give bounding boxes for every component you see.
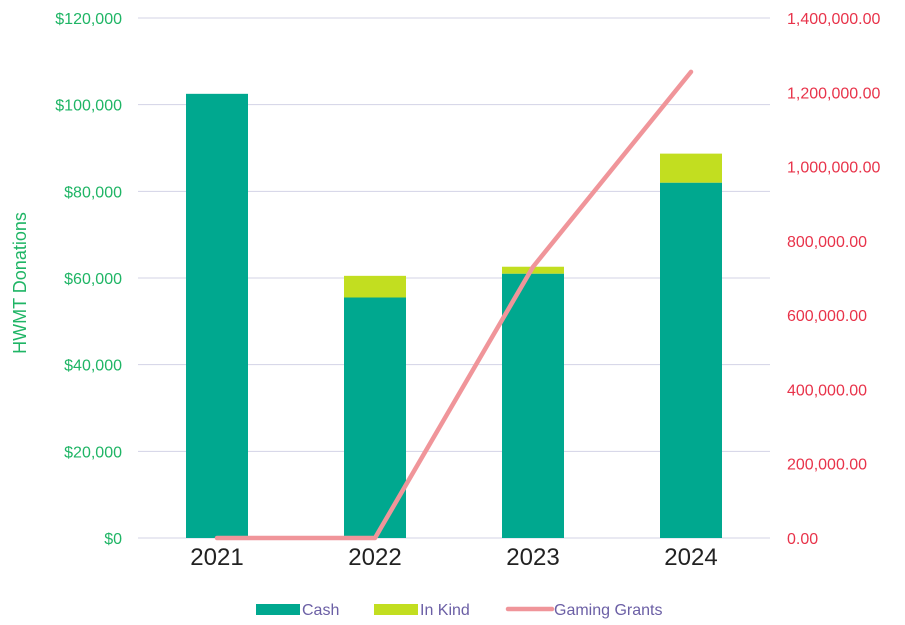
line-gaming-grants <box>214 69 694 541</box>
right-tick-label: 1,200,000.00 <box>787 85 881 102</box>
right-tick-label: 1,000,000.00 <box>787 160 881 177</box>
left-axis-ticks: $0 $20,000 $40,000 $60,000 $80,000 $100,000 $1… <box>55 11 122 548</box>
right-axis-ticks: 0.00 200,000.00 400,000.00 600,000.00 800,00… <box>787 11 881 548</box>
right-tick-label: 1,400,000.00 <box>787 11 881 28</box>
bar-cash-2024 <box>660 182 722 538</box>
right-tick-label: 200,000.00 <box>787 457 867 474</box>
bar-cash-2022 <box>344 297 406 538</box>
right-tick-label: 600,000.00 <box>787 308 867 325</box>
legend-label-gaming-grants: Gaming Grants <box>554 602 662 619</box>
legend: Cash In Kind Gaming Grants <box>256 602 662 619</box>
bars <box>186 93 722 538</box>
legend-label-cash: Cash <box>302 602 339 619</box>
right-tick-label: 800,000.00 <box>787 234 867 251</box>
bar-cash-2021 <box>186 93 248 538</box>
y-axis-title: HWMT Donations <box>10 212 30 354</box>
x-axis-ticks: 2021 2022 2023 2024 <box>190 544 717 571</box>
bar-cash-2023 <box>502 273 564 538</box>
left-tick-label: $120,000 <box>55 11 122 28</box>
legend-swatch-cash <box>256 604 300 615</box>
left-tick-label: $20,000 <box>64 444 122 461</box>
legend-swatch-in-kind <box>374 604 418 615</box>
left-tick-label: $60,000 <box>64 271 122 288</box>
right-tick-label: 0.00 <box>787 531 818 548</box>
x-tick-label: 2022 <box>348 544 401 571</box>
x-tick-label: 2024 <box>664 544 717 571</box>
x-tick-label: 2021 <box>190 544 243 571</box>
legend-label-in-kind: In Kind <box>420 602 470 619</box>
left-tick-label: $100,000 <box>55 98 122 115</box>
bar-in-kind-2022 <box>344 275 406 298</box>
right-tick-label: 400,000.00 <box>787 382 867 399</box>
left-tick-label: $40,000 <box>64 358 122 375</box>
gaming-grants-line <box>214 69 694 541</box>
left-tick-label: $0 <box>104 531 122 548</box>
left-tick-label: $80,000 <box>64 184 122 201</box>
x-tick-label: 2023 <box>506 544 559 571</box>
bar-in-kind-2024 <box>660 153 722 183</box>
